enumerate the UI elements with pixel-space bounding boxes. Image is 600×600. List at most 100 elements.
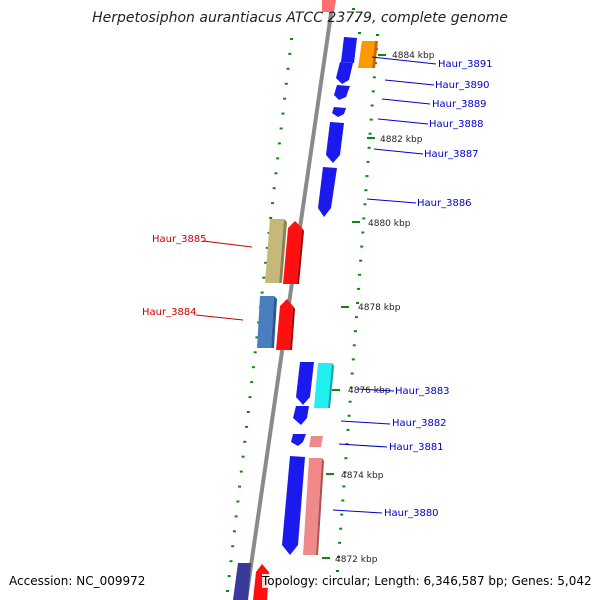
kbp-label-4876: 4876 kbp bbox=[348, 386, 391, 396]
gene-block-orange-edge bbox=[372, 41, 378, 68]
gene-block bbox=[326, 122, 344, 163]
tick-dot bbox=[357, 287, 361, 290]
gene-label-haur-3880[interactable]: Haur_3880 bbox=[384, 508, 439, 519]
gene-block-khaki bbox=[265, 219, 284, 283]
tick-dot bbox=[274, 172, 278, 175]
gene-block bbox=[332, 107, 346, 117]
tick-dot bbox=[351, 358, 355, 361]
gene-label-haur-3890[interactable]: Haur_3890 bbox=[435, 80, 490, 91]
tick-dot bbox=[234, 515, 238, 518]
tick-dot bbox=[265, 246, 269, 249]
tick-dot bbox=[340, 513, 344, 516]
gene-label-haur-3889[interactable]: Haur_3889 bbox=[432, 99, 487, 110]
tick-dot bbox=[255, 336, 259, 339]
tick-dot bbox=[279, 127, 283, 130]
gene-block-top-red bbox=[322, 0, 336, 12]
tick-dot bbox=[241, 455, 245, 458]
tick-dot bbox=[361, 231, 365, 234]
tick-dot bbox=[229, 560, 233, 563]
tick-dot bbox=[349, 386, 353, 389]
tick-dots-inner bbox=[352, 8, 361, 34]
kbp-label-4872: 4872 kbp bbox=[335, 555, 378, 565]
tick-dot bbox=[339, 527, 343, 530]
tick-dots-right bbox=[336, 34, 379, 572]
gene-block bbox=[291, 434, 306, 446]
tick-dot bbox=[281, 112, 285, 115]
accession-label: Accession: NC_009972 bbox=[9, 574, 146, 588]
tick-dot bbox=[369, 118, 373, 121]
tick-dot bbox=[238, 485, 242, 488]
kbp-label-4882: 4882 kbp bbox=[380, 135, 423, 145]
tick-dot bbox=[376, 34, 379, 36]
tick-dot bbox=[367, 146, 371, 149]
tick-dot bbox=[371, 90, 375, 93]
tick-dot bbox=[355, 20, 358, 22]
tick-dot bbox=[283, 97, 287, 100]
tick-dot bbox=[269, 217, 273, 219]
kbp-label-4878: 4878 kbp bbox=[358, 303, 401, 313]
tick-dot bbox=[272, 187, 276, 190]
gene-label-haur-3887[interactable]: Haur_3887 bbox=[424, 149, 479, 160]
tick-dot bbox=[342, 485, 346, 488]
tick-dot bbox=[362, 217, 366, 220]
gene-block-pink bbox=[303, 458, 322, 555]
gene-block bbox=[282, 456, 305, 555]
tick-dot bbox=[248, 396, 252, 399]
gene-block-cyan-edge bbox=[328, 363, 334, 408]
gene-label-haur-3881[interactable]: Haur_3881 bbox=[389, 442, 444, 453]
tick-dot bbox=[356, 302, 359, 304]
kbp-tick-marks bbox=[322, 54, 386, 559]
gene-label-haur-3885[interactable]: Haur_3885 bbox=[152, 234, 207, 245]
gene-block-red-edge bbox=[297, 228, 304, 284]
gene-block-khaki-edge bbox=[279, 219, 287, 283]
genome-summary: Topology: circular; Length: 6,346,587 bp… bbox=[262, 574, 596, 588]
tick-dot bbox=[364, 189, 368, 192]
gene-block-pink-edge bbox=[316, 458, 324, 555]
gene-block bbox=[233, 563, 251, 600]
label-leader-lines bbox=[195, 56, 437, 514]
gene-block bbox=[293, 406, 309, 425]
tick-dot bbox=[354, 316, 358, 319]
tick-dot bbox=[352, 344, 356, 347]
tick-dot bbox=[352, 8, 355, 10]
reverse-strand-genes bbox=[253, 219, 304, 600]
kbp-label-4874: 4874 kbp bbox=[341, 471, 384, 481]
tick-dot bbox=[363, 203, 367, 206]
gene-block-red bbox=[276, 299, 293, 350]
tick-dot bbox=[360, 245, 364, 248]
gene-label-haur-3886[interactable]: Haur_3886 bbox=[417, 198, 472, 209]
tick-dot bbox=[353, 330, 357, 333]
tick-dot bbox=[290, 38, 293, 40]
tick-dot bbox=[337, 555, 341, 558]
gene-block-steelblue bbox=[257, 296, 274, 348]
tick-dot bbox=[227, 575, 231, 578]
tick-dot bbox=[372, 76, 376, 79]
tick-dot bbox=[246, 411, 250, 413]
tick-dot bbox=[359, 259, 363, 262]
gene-label-haur-3888[interactable]: Haur_3888 bbox=[429, 119, 484, 130]
gene-label-haur-3884[interactable]: Haur_3884 bbox=[142, 307, 197, 318]
gene-block bbox=[318, 167, 337, 217]
tick-dot bbox=[226, 590, 229, 592]
tick-dot bbox=[286, 67, 290, 70]
tick-dot bbox=[347, 414, 351, 417]
tick-dot bbox=[253, 351, 257, 354]
tick-dot bbox=[348, 400, 352, 403]
tick-dot bbox=[344, 457, 348, 460]
kbp-label-4880: 4880 kbp bbox=[368, 219, 411, 229]
tick-dot bbox=[245, 425, 248, 428]
gene-block bbox=[341, 37, 357, 63]
tick-dot bbox=[236, 500, 240, 503]
gene-block-red bbox=[283, 221, 302, 284]
gene-label-haur-3882[interactable]: Haur_3882 bbox=[392, 418, 447, 429]
tick-dot bbox=[277, 142, 281, 145]
tick-dot bbox=[250, 381, 254, 384]
map-title: Herpetosiphon aurantiacus ATCC 23779, co… bbox=[92, 10, 508, 26]
gene-label-haur-3891[interactable]: Haur_3891 bbox=[438, 59, 493, 70]
tick-dot bbox=[232, 530, 236, 533]
gene-block-pink bbox=[309, 436, 323, 447]
tick-dot bbox=[276, 157, 280, 160]
tick-dot bbox=[358, 32, 361, 34]
gene-label-haur-3883[interactable]: Haur_3883 bbox=[395, 386, 450, 397]
gene-block-steelblue-edge bbox=[271, 296, 277, 348]
